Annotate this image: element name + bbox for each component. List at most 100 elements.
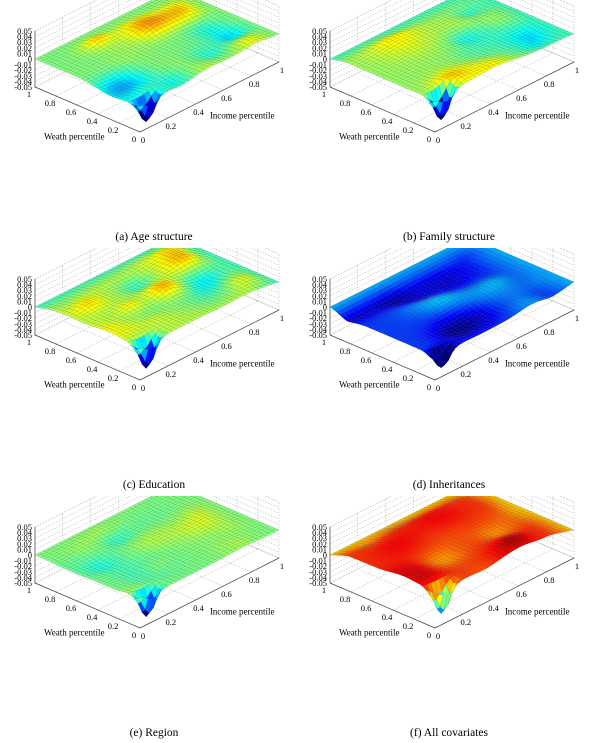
surface-cell: [175, 296, 183, 302]
surface-cell: [511, 292, 519, 297]
surface-cell: [511, 44, 520, 47]
surface-cell: [176, 37, 184, 42]
surface-cell: [143, 296, 152, 302]
surface-cell: [460, 79, 468, 85]
surface-cell: [142, 10, 150, 14]
surface-cell: [539, 291, 548, 296]
z-grid-line: [34, 496, 280, 533]
surface-cell: [72, 45, 81, 50]
surface-cell: [526, 289, 535, 293]
y-axis-label: Weath percentile: [339, 379, 400, 389]
surface-cell: [538, 295, 547, 298]
surface-cell: [448, 52, 457, 56]
y-tick-label: 0.2: [403, 373, 414, 383]
surface-cell: [169, 0, 178, 2]
surface-cell: [474, 287, 483, 291]
surface-cell: [53, 64, 61, 69]
surface-cell: [469, 332, 478, 336]
surface-cell: [458, 73, 466, 78]
surface-cell: [557, 28, 566, 33]
surface-cell: [136, 5, 145, 9]
surface-cell: [518, 292, 527, 297]
surface-cell: [434, 17, 442, 22]
surface-cell: [185, 319, 194, 324]
surface-cell: [517, 22, 525, 28]
surface-cell: [509, 49, 518, 53]
surface-cell: [141, 60, 150, 65]
surface-cell: [136, 105, 145, 111]
surface-cell: [98, 277, 106, 280]
surface-cell: [444, 8, 453, 12]
surface-cell: [222, 291, 231, 295]
surface-cell: [197, 248, 206, 252]
x-tick-label: 1: [575, 65, 579, 75]
surface-cell: [186, 10, 194, 15]
surface-cell: [91, 275, 100, 279]
surface-cell: [429, 69, 438, 73]
surface-cell: [438, 342, 447, 353]
surface-cell: [100, 70, 109, 75]
surface-cell: [471, 327, 480, 331]
surface-cell: [179, 25, 187, 31]
surface-cell: [430, 257, 439, 263]
surface-cell: [498, 48, 507, 52]
surface-cell: [397, 337, 406, 342]
surface-cell: [509, 260, 518, 266]
surface-cell: [173, 58, 182, 63]
surface-cell: [240, 274, 249, 278]
surface-cell: [544, 271, 553, 276]
surface-cell: [467, 59, 476, 63]
panel-caption: (d) Inheritances: [413, 479, 486, 491]
surface-cell: [491, 252, 500, 258]
surface-cell: [436, 363, 445, 368]
surface-cell: [426, 19, 435, 23]
surface-cell: [496, 308, 505, 313]
surface-cell: [118, 308, 127, 313]
y-tick-label: 0.8: [340, 98, 351, 108]
surface-cell: [230, 266, 239, 270]
surface-cell: [497, 51, 506, 55]
surface-cell: [486, 0, 493, 2]
surface-cell: [427, 270, 436, 276]
surface-cell: [63, 308, 72, 312]
surface-cell: [220, 33, 228, 39]
surface-cell: [176, 496, 185, 500]
surface-cell: [445, 26, 454, 31]
z-axis: 0.050.040.030.020.010-0.01-0.02-0.03-0.0…: [14, 274, 36, 340]
surface-cell: [138, 268, 146, 273]
surface-cell: [206, 287, 215, 292]
surface-cell: [179, 61, 188, 66]
surface-cell: [221, 29, 229, 35]
surface-cell: [132, 94, 141, 99]
y-tick-label: 0: [427, 382, 431, 392]
surface-cell: [127, 20, 136, 24]
surface-cell: [131, 265, 140, 270]
surface-cell: [185, 258, 193, 264]
surface-cell: [99, 326, 108, 330]
surface-cell: [448, 17, 457, 20]
surface-cell: [156, 67, 165, 72]
surface-cell: [486, 60, 495, 64]
surface-cell: [201, 256, 210, 260]
surface-cell: [77, 40, 86, 43]
surface-cell: [407, 296, 416, 300]
surface-cell: [221, 14, 229, 19]
surface-cell: [247, 275, 256, 278]
surface-cell: [212, 292, 220, 296]
surface-cell: [205, 44, 214, 49]
surface-cell: [480, 270, 489, 275]
surface-cell: [366, 45, 375, 49]
surface-cell: [147, 38, 156, 43]
surface-cell: [444, 30, 453, 35]
surface-cell: [495, 284, 504, 289]
surface-cell: [124, 76, 132, 82]
surface-cell: [160, 26, 169, 32]
surface-cell: [139, 68, 148, 74]
surface-cell: [142, 300, 151, 305]
surface-cell: [364, 42, 373, 46]
surface-cell: [419, 91, 427, 96]
surface-cell: [166, 6, 175, 10]
surface-cell: [202, 6, 211, 10]
surface-cell: [171, 65, 179, 71]
surface-cell: [195, 280, 204, 284]
